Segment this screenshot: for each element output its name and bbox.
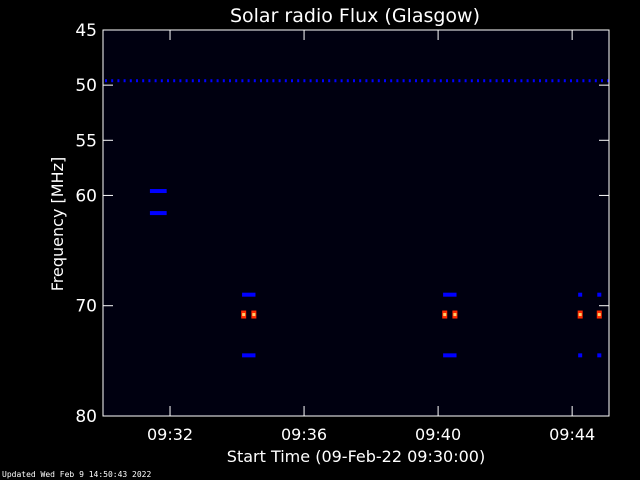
emission-feature [578,292,602,297]
emission-feature [443,353,457,358]
x-tick-label: 09:40 [415,425,461,444]
chart-title: Solar radio Flux (Glasgow) [230,5,480,27]
y-tick-label: 80 [75,407,97,427]
emission-feature [241,310,257,319]
x-tick-label: 09:36 [281,425,327,444]
x-axis-label: Start Time (09-Feb-22 09:30:00) [227,447,485,466]
plot-area [103,30,609,416]
spectrum-features [105,79,610,358]
emission-feature [442,310,458,319]
emission-feature [242,292,256,297]
y-tick-label: 45 [75,21,97,41]
x-tick-label: 09:32 [147,425,193,444]
emission-feature [105,79,610,83]
y-axis: 45 50 55 60 70 80 [75,21,609,427]
y-tick-label: 55 [75,131,97,151]
emission-feature [578,353,602,358]
y-tick-label: 50 [75,76,97,96]
x-axis: 09:32 09:36 09:40 09:44 [147,30,595,444]
emission-feature [577,310,602,319]
emission-feature [443,292,457,297]
emission-feature [149,189,167,194]
y-axis-label: Frequency [MHz] [48,157,67,291]
emission-feature [149,211,167,216]
y-tick-label: 60 [75,186,97,206]
plot-frame [102,29,610,417]
updated-timestamp: Updated Wed Feb 9 14:50:43 2022 [2,470,152,479]
emission-feature [242,353,256,358]
y-tick-label: 70 [75,297,97,317]
x-tick-label: 09:44 [549,425,595,444]
